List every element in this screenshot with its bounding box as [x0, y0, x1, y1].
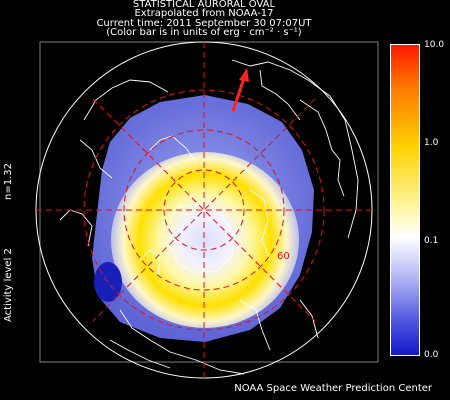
credit-text: NOAA Space Weather Prediction Center: [234, 383, 432, 394]
coastlines: [59, 59, 359, 375]
color-bar: [390, 44, 420, 356]
subtitle-source: Extrapolated from NOAA-17: [134, 8, 274, 20]
title: STATISTICAL AURORAL OVAL: [132, 0, 276, 10]
latitude-label-60: 60: [277, 251, 290, 262]
current-time: Current time: 2011 September 30 07:07UT: [96, 17, 312, 29]
sun-direction-arrow: [231, 68, 249, 112]
graticule: [36, 42, 372, 378]
colorbar-tick-0: 0.0: [424, 350, 439, 360]
title-block: STATISTICAL AURORAL OVAL Extrapolated fr…: [40, 0, 368, 38]
colorbar-tick-1: 1.0: [424, 138, 439, 148]
aurora-oval: [111, 152, 299, 328]
activity-level-label: Activity level 2: [3, 248, 14, 322]
colorbar-tick-10: 10.0: [424, 40, 445, 50]
aurora-intense-low: [94, 262, 122, 302]
n-label: n=1.32: [3, 163, 14, 200]
units-note: (Color bar is in units of erg · cm⁻² · s…: [106, 27, 302, 39]
colorbar-tick-0-1: 0.1: [424, 236, 439, 246]
